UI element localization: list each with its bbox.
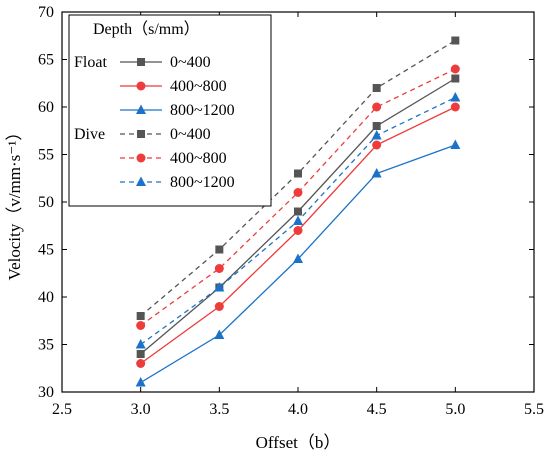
data-point bbox=[372, 84, 381, 92]
data-point bbox=[293, 253, 303, 263]
legend-marker bbox=[136, 81, 146, 91]
data-point bbox=[450, 64, 460, 74]
data-point bbox=[372, 140, 382, 150]
data-point bbox=[214, 264, 224, 273]
data-point bbox=[215, 245, 224, 254]
legend-group-label: Dive bbox=[74, 126, 105, 143]
legend-marker bbox=[137, 130, 145, 138]
data-point bbox=[294, 207, 302, 216]
data-point bbox=[451, 74, 460, 83]
data-point bbox=[136, 312, 145, 320]
data-point bbox=[136, 359, 146, 368]
data-point bbox=[450, 102, 460, 112]
y-tick-label: 70 bbox=[38, 4, 54, 21]
data-point bbox=[294, 169, 302, 178]
legend-marker bbox=[137, 58, 145, 66]
y-tick-label: 50 bbox=[38, 194, 54, 211]
x-tick-label: 4.0 bbox=[288, 401, 308, 418]
x-tick-label: 2.5 bbox=[52, 401, 72, 418]
data-point bbox=[214, 282, 225, 292]
legend-marker bbox=[136, 176, 146, 186]
legend-entry-label: 0~400 bbox=[170, 126, 211, 143]
legend-marker bbox=[136, 104, 146, 114]
y-tick-label: 55 bbox=[38, 147, 54, 164]
y-tick-label: 35 bbox=[38, 337, 54, 354]
series-float-1 bbox=[136, 102, 460, 368]
legend-entry-label: 800~1200 bbox=[170, 174, 235, 191]
legend-header: Depth（s/mm） bbox=[93, 20, 200, 38]
data-point bbox=[214, 302, 224, 311]
data-point bbox=[293, 215, 303, 225]
x-tick-label: 5.0 bbox=[445, 401, 465, 418]
data-point bbox=[135, 339, 146, 349]
legend-entry-label: 0~400 bbox=[170, 54, 211, 71]
data-point bbox=[214, 329, 225, 339]
legend-group-label: Float bbox=[74, 54, 107, 71]
data-point bbox=[450, 92, 461, 102]
x-tick-label: 3.0 bbox=[131, 401, 151, 418]
data-point bbox=[372, 102, 382, 112]
data-point bbox=[371, 130, 382, 140]
legend-entry-label: 400~800 bbox=[170, 78, 227, 95]
legend-entry-label: 400~800 bbox=[170, 150, 227, 167]
data-point bbox=[371, 168, 382, 178]
x-tick-label: 3.5 bbox=[209, 401, 229, 418]
series-dive-3 bbox=[136, 36, 460, 320]
series-dive-4 bbox=[136, 64, 460, 330]
series-float-2 bbox=[135, 139, 461, 387]
data-point bbox=[372, 122, 381, 130]
y-tick-label: 45 bbox=[38, 242, 54, 259]
y-tick-label: 40 bbox=[38, 289, 54, 306]
legend-marker bbox=[136, 153, 146, 163]
data-point bbox=[136, 350, 145, 358]
data-point bbox=[450, 139, 461, 149]
x-tick-label: 4.5 bbox=[367, 401, 387, 418]
y-axis-title: Velocity（v/mm·s⁻¹） bbox=[5, 124, 24, 281]
y-tick-label: 60 bbox=[38, 99, 54, 116]
legend-entry-label: 800~1200 bbox=[170, 102, 235, 119]
data-point bbox=[293, 188, 303, 197]
legend-box bbox=[68, 14, 272, 207]
x-axis-title: Offset（b） bbox=[256, 433, 341, 452]
x-tick-label: 5.5 bbox=[524, 401, 544, 418]
data-point bbox=[135, 377, 146, 387]
data-point bbox=[293, 226, 303, 235]
y-tick-label: 65 bbox=[38, 52, 54, 69]
legend: Depth（s/mm） Float 0~400 400~800 800~1200 Dive… bbox=[68, 14, 272, 207]
axes: 2.5 3.0 3.5 4.0 4.5 5.0 5.5 30 35 40 45 50 55 60 65 70 bbox=[38, 4, 544, 418]
series-layer bbox=[135, 36, 461, 387]
data-point bbox=[136, 321, 146, 330]
series-line bbox=[140, 68, 456, 327]
y-tick-label: 30 bbox=[38, 384, 54, 401]
data-point bbox=[451, 36, 460, 45]
series-dive-5 bbox=[135, 92, 461, 349]
